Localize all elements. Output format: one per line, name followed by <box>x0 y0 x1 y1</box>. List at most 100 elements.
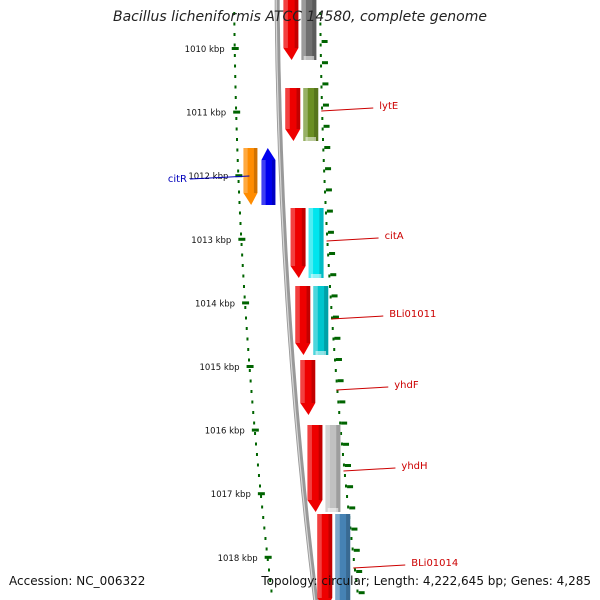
feature-shade <box>311 360 316 403</box>
tick-label: 1014 kbp <box>195 299 235 309</box>
gene-label[interactable]: citR <box>168 174 187 185</box>
track-dot <box>323 180 326 183</box>
tick-label: 1018 kbp <box>218 554 258 564</box>
gene-leader-line <box>331 315 384 320</box>
track-block <box>301 0 317 60</box>
track-block <box>308 208 324 278</box>
minor-tick <box>353 548 360 552</box>
gene-BLi01011-feature[interactable] <box>313 286 329 355</box>
track-dot <box>233 54 236 57</box>
track-dot <box>331 316 334 320</box>
track-dot <box>253 421 256 425</box>
track-dot <box>252 411 255 414</box>
gene-yhdF-cds[interactable] <box>300 360 316 415</box>
gene-0-feature[interactable] <box>301 0 317 60</box>
track-dot <box>251 400 254 404</box>
track-dot <box>235 117 238 120</box>
track-dot <box>236 148 239 152</box>
gene-label[interactable]: citA <box>385 231 404 242</box>
track-dot <box>320 96 323 99</box>
gene-yhdH-cds[interactable] <box>307 425 323 512</box>
track-dot <box>351 547 354 551</box>
track-dot <box>265 547 268 551</box>
feature-body <box>283 0 299 60</box>
tick-label: 1013 kbp <box>191 236 231 246</box>
track-dot <box>248 358 251 362</box>
track-dot <box>269 579 272 582</box>
gene-yhdH-feature[interactable] <box>325 425 341 512</box>
gene-lytE-cds[interactable] <box>285 88 301 141</box>
gene-label[interactable]: yhdH <box>401 461 427 472</box>
tick-label: 1012 kbp <box>188 172 228 182</box>
track-dot <box>233 22 236 26</box>
tick-label: 1015 kbp <box>200 363 240 373</box>
gene-BLi01014-feature[interactable] <box>335 514 351 600</box>
track-dot <box>340 432 343 435</box>
gene-citR-feature[interactable] <box>261 148 276 205</box>
track-dot <box>353 568 356 572</box>
track-dot <box>260 495 263 498</box>
gene-citA-feature[interactable] <box>308 208 324 278</box>
major-tick <box>251 428 259 432</box>
track-dot <box>319 22 322 26</box>
track-dot <box>327 253 330 257</box>
track-block-cap <box>305 137 317 141</box>
gene-label[interactable]: BLi01011 <box>389 309 436 320</box>
minor-tick <box>332 315 339 319</box>
track-block-shine <box>301 0 306 60</box>
inner-dotted-track <box>233 12 273 593</box>
track-dot <box>235 127 238 131</box>
track-dot <box>319 12 322 15</box>
gene-label[interactable]: lytE <box>379 101 398 112</box>
feature-shine <box>307 425 312 500</box>
gene-leader-line <box>343 467 396 472</box>
gene-0-cds[interactable] <box>283 0 299 60</box>
outer-dotted-track <box>319 12 359 593</box>
track-dot <box>335 379 338 383</box>
track-block-shade <box>319 208 324 278</box>
track-dot <box>233 43 236 47</box>
gene-label[interactable]: yhdF <box>394 380 419 391</box>
track-dot <box>324 211 327 215</box>
gene-citR-cds[interactable] <box>243 148 258 205</box>
track-block-shine <box>313 286 318 355</box>
feature-shade <box>271 160 276 205</box>
track-dot <box>341 442 344 446</box>
backbone-line <box>274 0 319 600</box>
feature-shade <box>296 88 301 129</box>
gene-lytE-feature[interactable] <box>303 88 319 141</box>
track-dot <box>233 33 236 36</box>
track-dot <box>240 232 243 236</box>
track-dot <box>326 243 329 246</box>
minor-tick <box>345 464 352 467</box>
track-dot <box>319 33 322 36</box>
gene-BLi01011-cds[interactable] <box>295 286 311 355</box>
gene-citA-cds[interactable] <box>290 208 306 278</box>
track-dot <box>241 253 244 257</box>
tick-label: 1016 kbp <box>205 427 245 437</box>
gene-BLi01014-cds[interactable] <box>317 514 333 600</box>
genome-summary: Topology: circular; Length: 4,222,645 bp… <box>261 574 591 588</box>
gene-features[interactable]: lytE citR citA BLi01011 yhdF yhdH BLi01014 <box>168 0 458 600</box>
gene-label[interactable]: BLi01014 <box>411 558 458 569</box>
minor-tick <box>351 527 358 531</box>
feature-shine <box>290 208 296 266</box>
feature-shine <box>300 360 305 403</box>
track-dot <box>350 537 353 540</box>
track-dot <box>239 222 242 225</box>
track-dot <box>356 589 359 593</box>
minor-tick <box>325 167 332 171</box>
track-dot <box>266 558 269 561</box>
track-dot <box>349 526 352 530</box>
track-dot <box>257 474 260 477</box>
minor-tick <box>323 124 330 128</box>
feature-body <box>285 88 301 141</box>
feature-body <box>261 148 276 205</box>
minor-tick <box>329 252 336 255</box>
track-dot <box>334 369 337 372</box>
feature-shine <box>285 88 290 129</box>
gene-leader-line <box>189 175 250 180</box>
track-dot <box>254 432 257 435</box>
track-dot <box>341 453 344 456</box>
